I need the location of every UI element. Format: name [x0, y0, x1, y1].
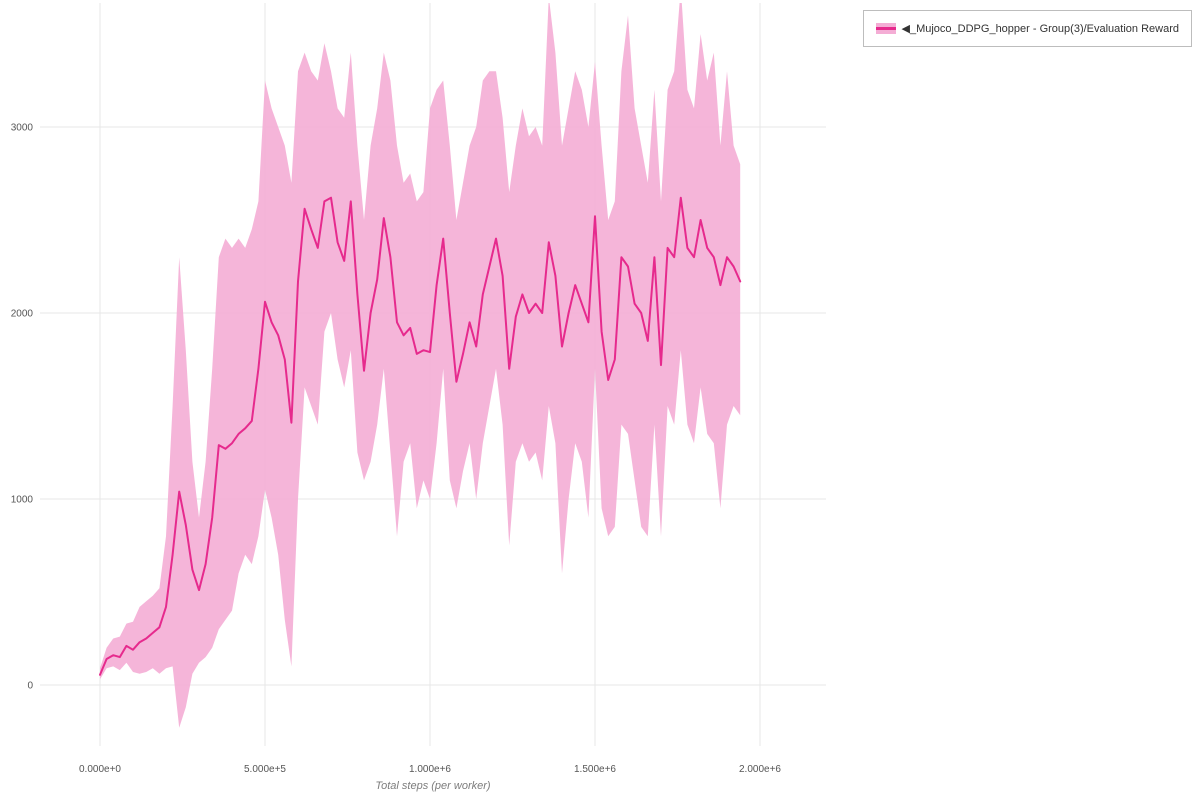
x-tick-label: 1.000e+6 — [409, 764, 451, 775]
x-axis-title: Total steps (per worker) — [375, 780, 491, 792]
y-tick-label: 0 — [27, 681, 33, 692]
x-tick-label: 2.000e+6 — [739, 764, 781, 775]
confidence-band — [100, 3, 741, 728]
legend-swatch-icon — [875, 23, 896, 34]
y-tick-label: 3000 — [11, 123, 34, 134]
y-tick-label: 1000 — [11, 495, 34, 506]
x-tick-label: 0.000e+0 — [79, 764, 121, 775]
legend-swatch-line — [875, 27, 896, 30]
y-tick-label: 2000 — [11, 309, 34, 320]
series-line — [99, 196, 742, 676]
legend-label: _Mujoco_DDPG_hopper - Group(3)/Evaluatio… — [909, 22, 1179, 35]
x-tick-label: 1.500e+6 — [574, 764, 616, 775]
legend-collapse-icon[interactable]: ◀ — [901, 23, 910, 35]
x-tick-label: 5.000e+5 — [244, 764, 286, 775]
legend[interactable]: ◀ _Mujoco_DDPG_hopper - Group(3)/Evaluat… — [862, 10, 1192, 47]
